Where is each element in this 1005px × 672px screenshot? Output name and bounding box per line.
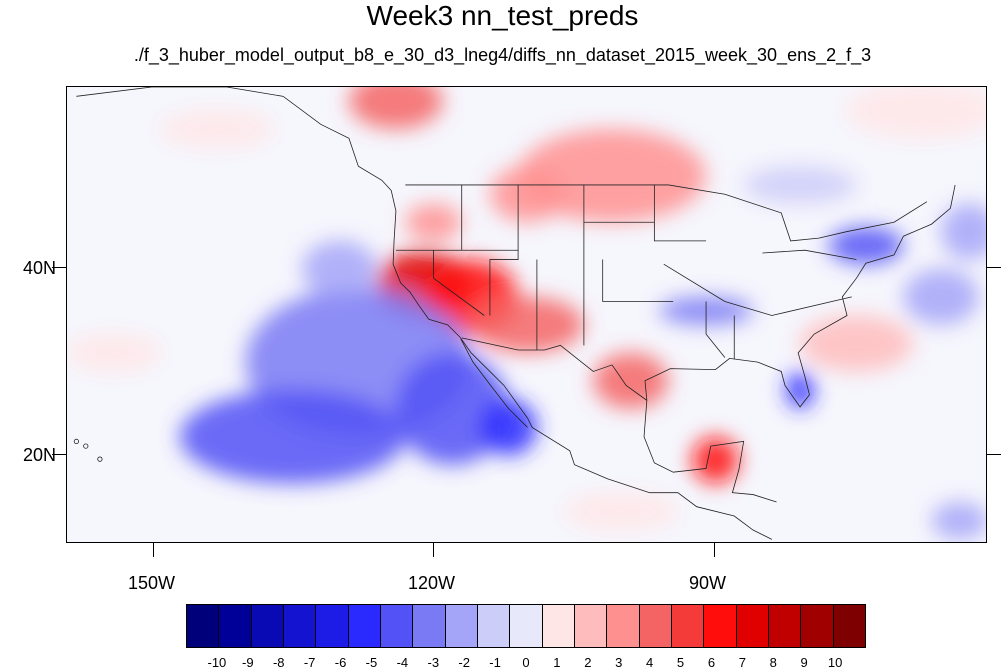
anomaly-blob-2	[518, 128, 707, 223]
colorbar-label-10: 10	[827, 655, 843, 670]
tick-150w	[153, 543, 154, 557]
colorbar-label--5: -5	[365, 655, 378, 670]
colorbar-label-9: 9	[800, 655, 808, 670]
colorbar-box-2	[251, 605, 284, 647]
state-line-6	[663, 263, 852, 316]
colorbar-box-12	[574, 605, 608, 647]
anomaly-blob-8	[691, 436, 739, 484]
lon-label-90w: 90W	[689, 573, 727, 593]
us-canada-border	[405, 184, 928, 242]
island-2	[73, 438, 79, 445]
colorbar-label-8: 8	[769, 655, 777, 670]
colorbar-box-5	[348, 605, 381, 647]
baja-coastline	[460, 338, 528, 428]
map-plot-area	[66, 86, 987, 543]
anomaly-blob-12	[67, 334, 161, 372]
colorbar-box-16	[704, 605, 737, 647]
colorbar-box-20	[833, 605, 865, 647]
colorbar-label--4: -4	[396, 655, 409, 670]
colorbar-box-13	[607, 605, 640, 647]
pacific-coastline	[390, 190, 773, 540]
state-line-7	[433, 250, 485, 316]
colorbar-box-17	[736, 605, 769, 647]
colorbar-label--7: -7	[303, 655, 316, 670]
colorbar-label-6: 6	[707, 655, 716, 670]
anomaly-blob-11	[160, 110, 274, 148]
colorbar-label--6: -6	[334, 655, 347, 670]
colorbar-box-3	[283, 605, 317, 647]
lat-label-40n: 40N	[23, 258, 57, 278]
anomaly-blob-16	[395, 352, 509, 465]
tick-90w	[714, 543, 715, 557]
anomaly-blob-23	[903, 268, 979, 325]
anomaly-blob-18	[301, 240, 378, 297]
colorbar-box-10	[510, 605, 543, 647]
mexico-gulf-coastline	[643, 400, 777, 503]
state-line-11	[762, 249, 857, 260]
state-line-4	[602, 259, 674, 302]
colorbar-label--1: -1	[489, 655, 501, 670]
tick-120w	[433, 543, 434, 557]
colorbar-box-7	[413, 605, 446, 647]
colorbar-label-5: 5	[676, 655, 685, 670]
anomaly-blob-25	[931, 502, 986, 540]
island-1	[83, 443, 89, 449]
anomaly-blob-7	[593, 352, 669, 409]
colorbar-box-19	[801, 605, 834, 647]
colorbar-box-6	[380, 605, 414, 647]
colorbar-box-1	[219, 605, 252, 647]
anomaly-blob-3	[405, 203, 462, 241]
colorbar-label-2: 2	[584, 655, 592, 670]
anomaly-blob-22	[743, 166, 857, 204]
anomaly-blob-13	[565, 492, 678, 531]
anomaly-blob-15	[179, 390, 406, 484]
colorbar-box-11	[542, 605, 575, 647]
lon-label-150w: 150W	[128, 573, 176, 593]
colorbar-label--9: -9	[242, 655, 254, 670]
tick-40n	[52, 267, 66, 268]
anomaly-blob-10	[847, 87, 986, 139]
colorbar-label--8: -8	[272, 655, 285, 670]
colorbar-label--2: -2	[458, 655, 470, 670]
tick-40n-right	[987, 267, 1001, 268]
colorbar-box-18	[768, 605, 802, 647]
alaska-bc-coastline	[76, 87, 392, 191]
lat-label-20n: 20N	[23, 445, 57, 465]
state-line-10	[705, 301, 726, 358]
island-0	[97, 456, 103, 462]
anomaly-blob-0	[348, 87, 443, 129]
anomaly-blob-9	[800, 315, 913, 372]
colorbar-box-9	[477, 605, 511, 647]
colorbar-label-7: 7	[738, 655, 746, 670]
us-mexico-border	[461, 337, 648, 401]
colorbar-label-3: 3	[615, 655, 623, 670]
colorbar-label--10: -10	[207, 655, 227, 670]
lon-label-120w: 120W	[408, 573, 456, 593]
state-line-5	[653, 184, 707, 242]
anomaly-blob-24	[941, 203, 986, 260]
colorbar-box-14	[639, 605, 672, 647]
colorbar-label--3: -3	[427, 655, 440, 670]
state-line-1	[489, 184, 519, 316]
tick-20n	[52, 454, 66, 455]
colorbar-box-15	[671, 605, 705, 647]
anomaly-blob-21	[785, 371, 815, 409]
anomaly-blob-20	[828, 226, 904, 265]
colorbar-label-1: 1	[553, 655, 561, 670]
gulf-atlantic-coastline	[644, 184, 956, 408]
page-title: Week3 nn_test_preds	[366, 0, 639, 31]
tick-20n-right	[987, 454, 1001, 455]
page-subtitle: ./f_3_huber_model_output_b8_e_30_d3_lneg…	[133, 45, 872, 65]
anomaly-map	[67, 87, 986, 540]
anomaly-blob-17	[480, 399, 537, 456]
colorbar	[186, 604, 866, 648]
colorbar-box-8	[445, 605, 478, 647]
anomaly-blob-6	[471, 296, 584, 353]
colorbar-box-0	[187, 605, 220, 647]
colorbar-box-4	[316, 605, 349, 647]
colorbar-label-0: 0	[522, 655, 530, 670]
colorbar-label-4: 4	[646, 655, 654, 670]
